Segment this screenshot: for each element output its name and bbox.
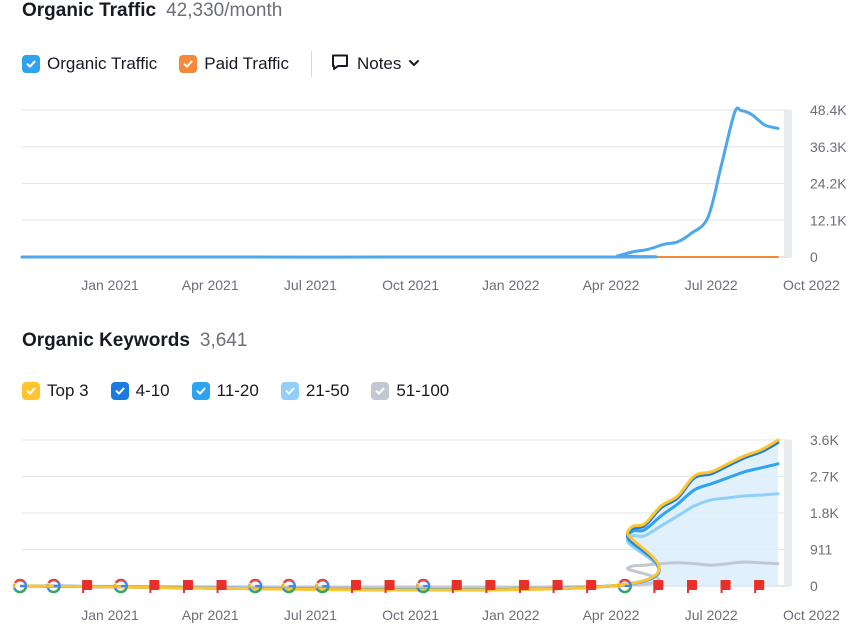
x-tick-label: Jul 2022 xyxy=(685,607,738,623)
flag-icon[interactable] xyxy=(653,580,664,593)
checkbox-checked-icon[interactable] xyxy=(179,55,198,73)
google-update-icon[interactable] xyxy=(617,578,632,594)
traffic-title: Organic Traffic xyxy=(22,0,157,21)
chart-scroll-handle[interactable] xyxy=(784,440,792,586)
checkbox-checked-icon[interactable] xyxy=(22,55,40,73)
traffic-legend: Organic Traffic Paid Traffic Notes xyxy=(22,51,420,77)
checkbox-checked-icon[interactable] xyxy=(22,382,40,400)
chart-series xyxy=(20,106,780,259)
y-axis-ticks: 48.4K 36.3K 24.2K 12.1K 0 xyxy=(810,102,847,265)
legend-top-3[interactable]: Top 3 xyxy=(22,381,89,401)
legend-label: 4-10 xyxy=(135,381,170,400)
y-tick-label: 0 xyxy=(810,249,818,265)
legend-label: 11-20 xyxy=(216,381,259,400)
notes-label: Notes xyxy=(356,54,402,73)
checkbox-checked-icon[interactable] xyxy=(280,382,299,400)
flag-icon[interactable] xyxy=(552,580,563,593)
flag-icon[interactable] xyxy=(754,580,765,593)
checkbox-checked-icon[interactable] xyxy=(110,382,129,400)
flag-icon[interactable] xyxy=(687,580,697,593)
x-tick-label: Jan 2022 xyxy=(482,277,540,293)
legend-label: 51-100 xyxy=(396,381,450,400)
y-tick-label: 1.8K xyxy=(810,505,839,521)
x-tick-label: Jan 2021 xyxy=(81,607,139,623)
google-update-icon[interactable] xyxy=(247,578,263,594)
flag-icon[interactable] xyxy=(183,580,193,593)
chart-scroll-handle[interactable] xyxy=(784,110,792,257)
legend-label: Organic Traffic xyxy=(47,54,158,73)
organic-keywords-chart: 3.6K 2.7K 1.8K 911 0 Jan 2021 Apr 2021 Jul 202… xyxy=(12,432,840,623)
organic-traffic-chart: 48.4K 36.3K 24.2K 12.1K 0 Jan 2021 Apr 2021 Ju… xyxy=(20,102,847,293)
area-fill xyxy=(22,440,778,590)
y-tick-label: 911 xyxy=(810,542,833,558)
google-update-icon[interactable] xyxy=(113,578,129,594)
x-tick-label: Jul 2021 xyxy=(284,277,337,293)
series-line-51-100 xyxy=(20,560,780,589)
x-tick-label: Jul 2022 xyxy=(685,277,738,293)
x-tick-label: Apr 2021 xyxy=(182,607,239,623)
y-axis-ticks: 3.6K 2.7K 1.8K 911 0 xyxy=(810,432,839,594)
y-tick-label: 12.1K xyxy=(810,212,847,228)
series-line-organic-traffic xyxy=(20,106,780,259)
keywords-legend: Top 3 4-10 11-20 21-50 51-100 xyxy=(22,381,471,401)
notes-dropdown[interactable]: Notes xyxy=(330,52,420,77)
x-tick-label: Jan 2021 xyxy=(81,277,139,293)
keywords-title: Organic Keywords xyxy=(22,330,190,351)
chart-gridlines xyxy=(22,109,790,258)
google-update-icon[interactable] xyxy=(46,578,61,594)
flag-icon[interactable] xyxy=(216,580,227,593)
google-update-icon[interactable] xyxy=(12,578,28,594)
keywords-value: 3,641 xyxy=(199,330,248,351)
flag-icon[interactable] xyxy=(82,580,93,593)
flag-icon[interactable] xyxy=(485,580,496,593)
traffic-value: 42,330/month xyxy=(166,0,283,21)
y-tick-label: 48.4K xyxy=(810,102,847,118)
y-tick-label: 2.7K xyxy=(810,469,839,485)
flag-icon[interactable] xyxy=(586,580,597,593)
chart-markers xyxy=(12,578,765,594)
chevron-down-icon xyxy=(408,54,420,74)
x-tick-label: Oct 2022 xyxy=(783,277,840,293)
chart-series xyxy=(20,438,780,592)
traffic-header: Organic Traffic 42,330/month xyxy=(22,0,282,22)
series-line-top-3 xyxy=(20,438,780,592)
x-axis-ticks: Jan 2021 Apr 2021 Jul 2021 Oct 2021 Jan 2022… xyxy=(81,277,840,293)
flag-icon[interactable] xyxy=(351,580,361,593)
legend-label: Paid Traffic xyxy=(204,54,289,73)
legend-paid-traffic[interactable]: Paid Traffic xyxy=(179,54,289,74)
x-tick-label: Jul 2021 xyxy=(284,607,337,623)
flag-icon[interactable] xyxy=(720,580,731,593)
flag-icon[interactable] xyxy=(451,580,462,593)
y-tick-label: 0 xyxy=(810,578,818,594)
y-tick-label: 24.2K xyxy=(810,176,847,192)
x-tick-label: Oct 2021 xyxy=(382,607,439,623)
x-axis-ticks: Jan 2021 Apr 2021 Jul 2021 Oct 2021 Jan 2022… xyxy=(81,607,840,623)
google-update-icon[interactable] xyxy=(416,578,431,594)
x-tick-label: Oct 2022 xyxy=(783,607,840,623)
x-tick-label: Apr 2022 xyxy=(583,277,640,293)
legend-divider xyxy=(310,51,312,77)
x-tick-label: Apr 2021 xyxy=(182,277,239,293)
legend-organic-traffic[interactable]: Organic Traffic xyxy=(22,54,157,74)
legend-label: Top 3 xyxy=(47,381,89,400)
legend-51-100[interactable]: 51-100 xyxy=(371,381,449,401)
legend-21-50[interactable]: 21-50 xyxy=(280,381,350,401)
legend-4-10[interactable]: 4-10 xyxy=(110,381,170,401)
y-tick-label: 36.3K xyxy=(810,139,847,155)
google-update-icon[interactable] xyxy=(281,578,296,594)
y-tick-label: 3.6K xyxy=(810,432,839,448)
x-tick-label: Jan 2022 xyxy=(482,607,540,623)
comment-icon xyxy=(330,52,350,77)
checkbox-checked-icon[interactable] xyxy=(371,382,390,400)
keywords-header: Organic Keywords 3,641 xyxy=(22,330,247,352)
flag-icon[interactable] xyxy=(384,580,395,593)
checkbox-checked-icon[interactable] xyxy=(191,382,210,400)
flag-icon[interactable] xyxy=(519,580,529,593)
x-tick-label: Oct 2021 xyxy=(382,277,439,293)
legend-11-20[interactable]: 11-20 xyxy=(191,381,259,401)
legend-label: 21-50 xyxy=(305,381,350,400)
x-tick-label: Apr 2022 xyxy=(583,607,640,623)
google-update-icon[interactable] xyxy=(315,578,330,594)
flag-icon[interactable] xyxy=(149,580,160,593)
